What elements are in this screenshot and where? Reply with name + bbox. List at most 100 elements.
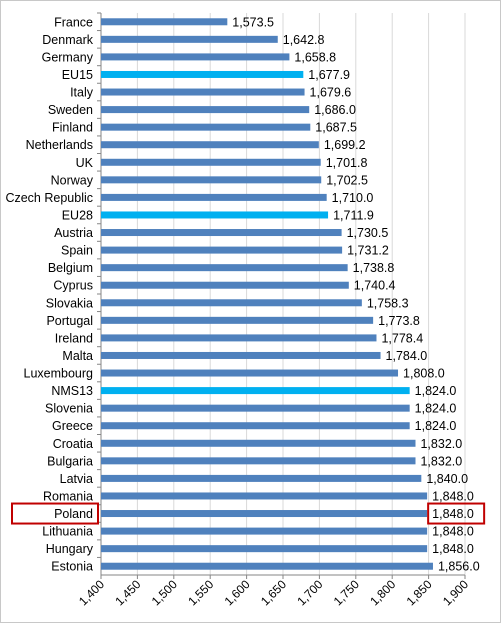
category-label: Lithuania xyxy=(42,525,93,539)
bar xyxy=(101,457,416,465)
value-label: 1,848.0 xyxy=(432,507,474,521)
x-tick-label: 1,900 xyxy=(440,577,471,608)
category-label: Spain xyxy=(61,244,93,258)
bar xyxy=(101,299,362,307)
category-label: Netherlands xyxy=(26,138,93,152)
bar xyxy=(101,211,329,219)
bar xyxy=(101,562,433,570)
category-label: NMS13 xyxy=(51,384,93,398)
value-label: 1,701.8 xyxy=(326,156,368,170)
category-highlight-box xyxy=(11,502,99,525)
category-label: Belgium xyxy=(48,261,93,275)
bar xyxy=(101,229,342,237)
x-tick-label: 1,800 xyxy=(367,577,398,608)
bar xyxy=(101,70,304,78)
category-label: EU15 xyxy=(62,68,93,82)
value-label: 1,824.0 xyxy=(415,384,457,398)
bar xyxy=(101,281,349,289)
value-label: 1,740.4 xyxy=(354,279,396,293)
value-label: 1,702.5 xyxy=(326,173,368,187)
x-tick-label: 1,450 xyxy=(112,577,143,608)
category-label: Estonia xyxy=(51,560,93,574)
category-label: Czech Republic xyxy=(5,191,93,205)
bar xyxy=(101,18,228,26)
bar xyxy=(101,422,410,430)
value-label: 1,711.9 xyxy=(333,208,374,222)
bar xyxy=(101,545,428,553)
value-label: 1,773.8 xyxy=(378,314,420,328)
category-label: Denmark xyxy=(42,33,93,47)
category-label: Bulgaria xyxy=(47,454,93,468)
category-label: Norway xyxy=(51,173,94,187)
value-label: 1,731.2 xyxy=(347,244,389,258)
x-tick-label: 1,750 xyxy=(331,577,362,608)
bar xyxy=(101,527,428,535)
value-label: 1,824.0 xyxy=(415,419,457,433)
bar xyxy=(101,53,290,61)
value-label: 1,677.9 xyxy=(308,68,350,82)
bar xyxy=(101,351,381,359)
category-label: Portugal xyxy=(46,314,93,328)
bar xyxy=(101,264,348,272)
bar xyxy=(101,439,416,447)
category-label: Slovenia xyxy=(45,402,93,416)
value-label: 1,758.3 xyxy=(367,296,409,310)
value-label: 1,840.0 xyxy=(426,472,468,486)
value-label: 1,778.4 xyxy=(381,331,423,345)
value-label: 1,699.2 xyxy=(324,138,366,152)
category-label: Germany xyxy=(42,50,94,64)
category-label: Latvia xyxy=(60,472,93,486)
value-label: 1,824.0 xyxy=(415,402,457,416)
value-label: 1,848.0 xyxy=(432,489,474,503)
value-label: 1,658.8 xyxy=(294,50,336,64)
bar xyxy=(101,176,322,184)
value-label: 1,848.0 xyxy=(432,542,474,556)
value-label: 1,784.0 xyxy=(386,349,428,363)
category-label: Croatia xyxy=(53,437,93,451)
value-label: 1,573.5 xyxy=(232,15,274,29)
x-tick-label: 1,850 xyxy=(404,577,435,608)
x-tick-label: 1,500 xyxy=(149,577,180,608)
category-label: Poland xyxy=(54,507,93,521)
category-label: France xyxy=(54,15,93,29)
value-highlight-box xyxy=(427,502,486,525)
value-label: 1,710.0 xyxy=(332,191,374,205)
bar xyxy=(101,141,319,149)
category-label: Sweden xyxy=(48,103,93,117)
category-label: Austria xyxy=(54,226,93,240)
bar xyxy=(101,123,311,131)
bar xyxy=(101,387,410,395)
category-label: Ireland xyxy=(55,331,93,345)
x-tick-label: 1,400 xyxy=(76,577,107,608)
value-label: 1,738.8 xyxy=(353,261,395,275)
bar xyxy=(101,88,305,96)
category-label: Romania xyxy=(43,489,93,503)
bar xyxy=(101,474,422,482)
category-label: Cyprus xyxy=(53,279,93,293)
value-label: 1,832.0 xyxy=(420,454,462,468)
bar xyxy=(101,492,428,500)
category-label: Slovakia xyxy=(46,296,93,310)
category-label: Italy xyxy=(70,86,94,100)
category-label: Greece xyxy=(52,419,93,433)
category-label: Malta xyxy=(62,349,93,363)
x-tick-label: 1,600 xyxy=(222,577,253,608)
x-tick-label: 1,550 xyxy=(185,577,216,608)
bar xyxy=(101,246,343,254)
bar xyxy=(101,510,428,518)
x-tick-label: 1,650 xyxy=(258,577,289,608)
bar xyxy=(101,404,410,412)
bar xyxy=(101,369,399,377)
bar xyxy=(101,316,374,324)
category-label: Luxembourg xyxy=(24,367,94,381)
bar xyxy=(101,106,310,114)
value-label: 1,642.8 xyxy=(283,33,325,47)
category-label: Finland xyxy=(52,121,93,135)
category-label: EU28 xyxy=(62,208,93,222)
value-label: 1,832.0 xyxy=(420,437,462,451)
value-label: 1,856.0 xyxy=(438,560,480,574)
category-label: Hungary xyxy=(46,542,94,556)
bar xyxy=(101,334,377,342)
